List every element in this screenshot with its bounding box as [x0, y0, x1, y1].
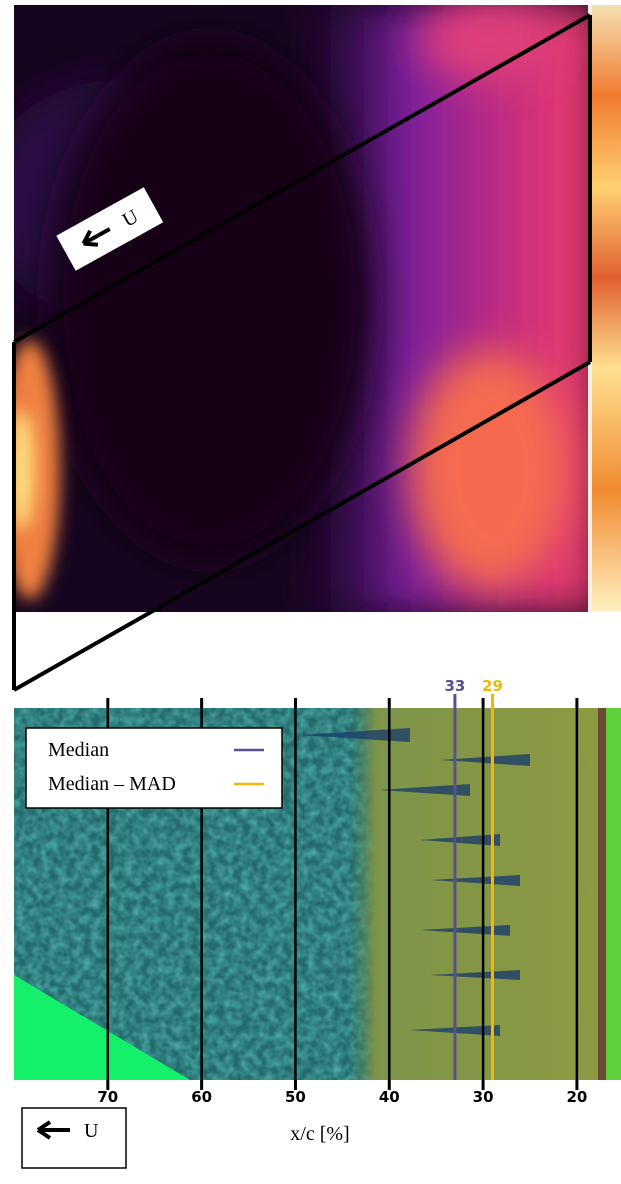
x-tick-label: 50: [285, 1088, 306, 1106]
figure: U 70 60 50 40 30 20 33 29 x/c [%] Median Median …: [0, 0, 621, 1184]
x-tick-label: 40: [379, 1088, 400, 1106]
x-tick-label: 20: [566, 1088, 587, 1106]
legend: Median Median – MAD: [26, 728, 282, 808]
x-tick-label: 70: [97, 1088, 118, 1106]
x-axis-label: x/c [%]: [290, 1123, 349, 1145]
legend-label: Median – MAD: [48, 773, 176, 795]
marker-label: 29: [482, 677, 503, 695]
flow-direction-label: U: [22, 1108, 126, 1168]
label-box: [22, 1108, 126, 1168]
x-tick-label: 30: [473, 1088, 494, 1106]
legend-label: Median: [48, 739, 109, 761]
flow-label: U: [84, 1120, 99, 1142]
x-tick-label: 60: [191, 1088, 212, 1106]
marker-label: 33: [445, 677, 466, 695]
